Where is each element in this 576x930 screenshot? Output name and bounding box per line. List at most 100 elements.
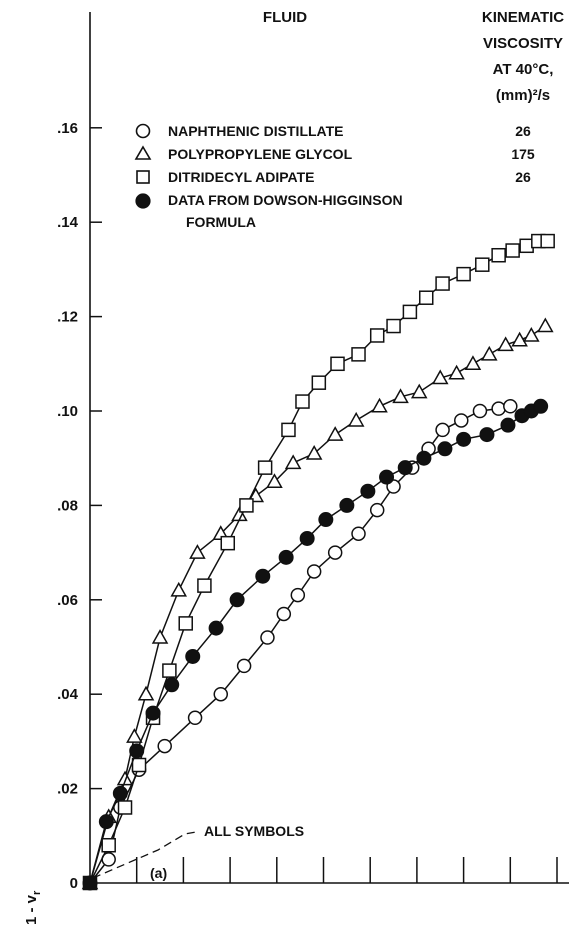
data-point <box>379 469 395 485</box>
series-layer <box>81 233 555 891</box>
data-point <box>397 460 413 476</box>
data-point <box>257 460 273 475</box>
data-point <box>266 473 283 489</box>
data-point <box>229 592 245 608</box>
data-point <box>533 398 549 414</box>
data-point <box>101 837 116 853</box>
data-point <box>351 526 366 541</box>
data-point <box>137 685 155 701</box>
data-point <box>540 233 555 249</box>
data-point <box>505 243 520 258</box>
axes <box>89 12 569 884</box>
data-point <box>497 336 514 352</box>
legend-marker-circle-open <box>135 123 151 139</box>
legend-entry-polypropylene: POLYPROPYLENE GLYCOL 175 <box>134 145 535 162</box>
legend-marker-triangle-open <box>134 145 152 160</box>
legend: FLUID KINEMATIC VISCOSITY AT 40°C, (mm)²… <box>134 9 564 230</box>
data-point <box>339 497 355 513</box>
y-label-subscript: r <box>31 890 43 895</box>
legend-entry-naphthenic: NAPHTHENIC DISTILLATE 26 <box>135 123 531 139</box>
legend-label-line-1: DATA FROM DOWSON-HIGGINSON <box>168 192 403 208</box>
legend-viscosity-header-line-2: VISCOSITY <box>483 35 563 52</box>
data-point <box>481 345 498 361</box>
series-circle-filled <box>82 398 549 891</box>
data-point <box>197 578 212 593</box>
legend-label-naphthenic: NAPHTHENIC DISTILLATE <box>168 123 344 139</box>
series-circle-open <box>82 399 518 891</box>
data-point <box>157 738 172 754</box>
data-point <box>162 663 177 678</box>
annotation-all-symbols-label: ALL SYMBOLS <box>204 823 304 839</box>
data-point <box>437 441 453 457</box>
y-tick-labels: 0 .02 .04 .06 .08 .10 .12 .14 .16 <box>57 120 79 892</box>
series-line <box>89 405 511 884</box>
panel-label: (a) <box>150 865 167 881</box>
y-label-main: 1 - v <box>23 894 40 925</box>
data-point <box>435 422 450 438</box>
legend-label-dowson-higginson: DATA FROM DOWSON-HIGGINSON FORMULA <box>168 192 403 230</box>
legend-viscosity-naphthenic: 26 <box>515 123 531 139</box>
y-tick-label: 0 <box>70 875 78 892</box>
origin-marker <box>84 877 96 889</box>
data-point <box>448 364 465 380</box>
data-point <box>386 318 401 334</box>
data-point <box>435 276 450 291</box>
data-point <box>431 369 449 385</box>
legend-entry-ditridecyl: DITRIDECYL ADIPATE 26 <box>136 169 531 185</box>
data-point <box>208 620 224 636</box>
data-point <box>129 743 145 759</box>
data-point <box>418 290 434 305</box>
data-point <box>255 568 271 584</box>
data-point <box>464 355 482 371</box>
data-point <box>371 397 388 413</box>
data-point <box>98 814 114 830</box>
data-point <box>126 728 143 743</box>
data-point <box>369 502 385 518</box>
data-point <box>290 587 306 603</box>
data-point <box>131 757 147 773</box>
data-point <box>284 454 302 470</box>
data-point <box>456 266 471 282</box>
y-tick-label: .02 <box>57 781 78 798</box>
data-point <box>500 417 516 433</box>
legend-viscosity-header-line-3: AT 40°C, <box>493 61 554 78</box>
y-axis-label: 1 - vr <box>23 890 43 925</box>
y-tick-label: .14 <box>57 214 79 231</box>
data-point <box>213 686 229 702</box>
data-point <box>503 399 518 414</box>
legend-viscosity-header-line-4: (mm)²/s <box>496 87 550 104</box>
data-point <box>369 328 385 343</box>
data-point <box>360 483 376 499</box>
y-tick-label: .12 <box>57 309 78 326</box>
data-point <box>416 450 432 466</box>
annotation-all-symbols: ALL SYMBOLS <box>92 823 304 879</box>
data-point <box>185 648 201 664</box>
data-point <box>402 304 418 320</box>
legend-label-line-2: FORMULA <box>186 214 256 230</box>
series-line <box>89 240 548 884</box>
data-point <box>475 257 490 272</box>
data-point <box>351 347 366 362</box>
series-square-open <box>82 233 555 891</box>
data-point <box>491 401 506 416</box>
legend-entry-dowson-higginson: DATA FROM DOWSON-HIGGINSON FORMULA <box>135 192 403 230</box>
legend-label-polypropylene: POLYPROPYLENE GLYCOL <box>168 146 353 162</box>
legend-label-ditridecyl: DITRIDECYL ADIPATE <box>168 169 315 185</box>
data-point <box>236 658 252 674</box>
y-tick-label: .06 <box>57 592 78 609</box>
data-point <box>330 356 345 372</box>
legend-viscosity-ditridecyl: 26 <box>515 169 531 185</box>
data-point <box>479 427 495 443</box>
data-point <box>117 800 133 815</box>
data-point <box>491 247 506 263</box>
data-point <box>537 317 554 333</box>
data-point <box>511 331 528 347</box>
data-point <box>260 630 275 645</box>
data-point <box>239 498 254 513</box>
data-point <box>326 426 344 441</box>
y-tick-label: .16 <box>57 120 78 137</box>
data-point <box>276 606 292 622</box>
data-point <box>410 383 428 399</box>
data-point <box>472 403 488 419</box>
